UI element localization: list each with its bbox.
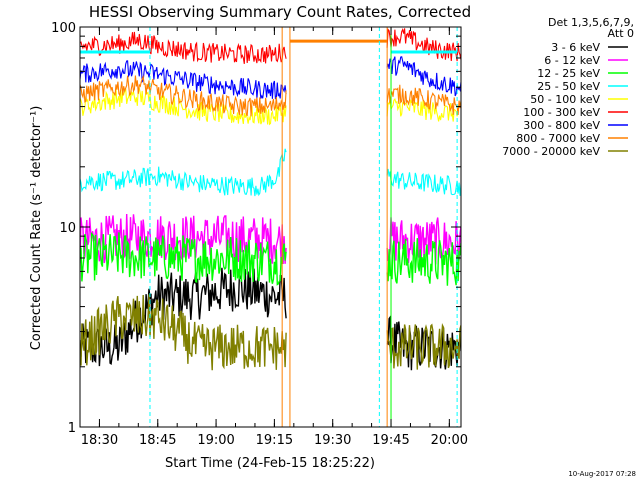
series-6 [80,56,461,100]
series-3 [80,148,461,197]
x-tick-label-1: 18:45 [139,433,176,448]
x-tick-label-2: 19:00 [197,433,234,448]
legend-header-0: Det 1,3,5,6,7,9, [548,16,634,29]
series-trace-8 [80,294,461,371]
axes-layer: 18:30 18:45 19:00 19:15 19:30 19:45 20:00 1 10 10… [51,21,468,448]
series-trace-2 [80,232,461,286]
series-trace-3 [80,148,461,197]
y-tick-label-1: 10 [59,221,76,236]
x-tick-label-3: 19:15 [256,433,293,448]
series-2 [80,232,461,286]
series-trace-0 [80,267,461,371]
x-tick-label-6: 20:00 [431,433,468,448]
legend-label-2: 12 - 25 keV [537,67,600,80]
chart-title: HESSI Observing Summary Count Rates, Cor… [89,3,471,21]
legend-label-4: 50 - 100 keV [530,93,600,106]
y-axis-label: Corrected Count Rate (s⁻¹ detector⁻¹) [29,106,44,351]
x-axis-label: Start Time (24-Feb-15 18:25:22) [165,456,375,471]
footer-timestamp: 10-Aug-2017 07:28 [568,470,636,478]
legend-label-0: 3 - 6 keV [551,41,600,54]
legend-label-7: 800 - 7000 keV [516,132,600,145]
series-trace-7 [80,74,461,117]
legend-header-1: Att 0 [608,27,634,40]
series-trace-6 [80,56,461,100]
legend-label-8: 7000 - 20000 keV [502,145,600,158]
legend-label-3: 25 - 50 keV [537,80,600,93]
series-5 [80,27,461,64]
x-tick-label-5: 19:45 [372,433,409,448]
x-tick-label-0: 18:30 [81,433,118,448]
series-8 [80,294,461,371]
data-layer [80,27,461,427]
y-tick-label-0: 1 [68,421,76,436]
x-tick-label-4: 19:30 [314,433,351,448]
series-0 [80,267,461,371]
series-7 [80,74,461,117]
legend-label-5: 100 - 300 keV [523,106,600,119]
legend-label-1: 6 - 12 keV [544,54,600,67]
legend-label-6: 300 - 800 keV [523,119,600,132]
y-tick-label-2: 100 [51,21,76,36]
series-trace-5 [80,27,461,64]
